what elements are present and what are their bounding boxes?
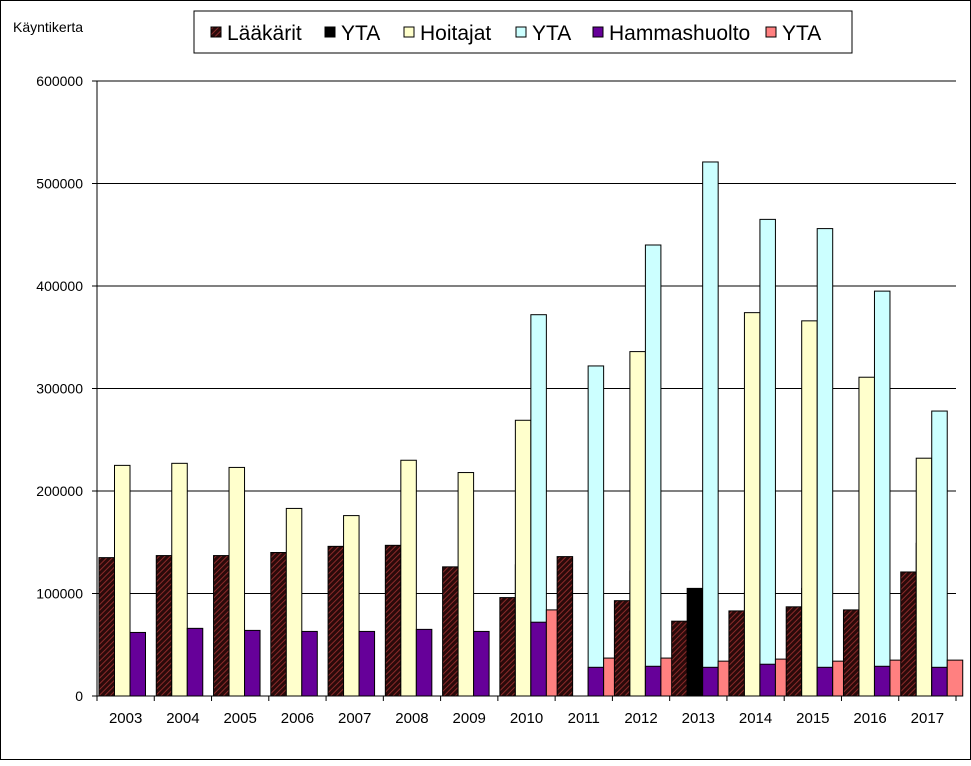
bar-yta-3	[644, 244, 662, 697]
bar-laakarit-0	[613, 600, 631, 697]
y-tick-label: 100000	[36, 586, 83, 602]
bar-hoitajat-2	[858, 376, 875, 697]
x-tick-label: 2008	[395, 710, 428, 727]
y-tick-label: 600000	[36, 73, 83, 89]
x-tick-label: 2013	[682, 710, 715, 727]
legend-label: Hammashuolto	[609, 22, 750, 45]
legend-label: YTA	[341, 22, 380, 45]
bar-hammashuolto-4	[244, 629, 261, 697]
bar-hoitajat-2	[343, 515, 360, 697]
x-tick-label: 2006	[281, 710, 314, 727]
legend-swatch	[403, 26, 415, 38]
x-tick-label: 2003	[109, 710, 142, 727]
bar-hammashuolto-4	[931, 666, 948, 697]
y-tick-label: 400000	[36, 278, 83, 294]
bar-hammashuolto-4	[415, 628, 433, 697]
bar-hoitajat-2	[228, 466, 246, 697]
x-tick-label: 2009	[453, 710, 486, 727]
legend-swatch	[324, 26, 336, 38]
bar-hammashuolto-4	[759, 663, 776, 697]
bar-hoitajat-2	[915, 457, 933, 697]
bar-hoitajat-2	[285, 507, 303, 697]
legend-swatch	[592, 26, 604, 38]
bar-hammashuolto-4	[358, 630, 376, 697]
bar-laakarit-0	[556, 556, 574, 697]
x-tick-label: 2010	[510, 710, 543, 727]
bar-laakarit-0	[842, 609, 860, 697]
x-tick-label: 2004	[166, 710, 199, 727]
bar-yta-5	[946, 659, 964, 697]
bar-hammashuolto-4	[587, 666, 605, 697]
bar-hoitajat-2	[171, 462, 188, 697]
bar-hoitajat-2	[114, 464, 131, 697]
bar-laakarit-0	[499, 597, 516, 697]
bar-laakarit-0	[442, 566, 459, 697]
bar-hoitajat-2	[801, 320, 818, 697]
x-tick-label: 2015	[796, 710, 829, 727]
bar-hoitajat-2	[400, 459, 417, 697]
bar-hammashuolto-4	[644, 665, 662, 697]
y-tick-label: 0	[75, 688, 83, 704]
legend-swatch	[765, 26, 777, 38]
legend-swatch	[210, 26, 222, 38]
x-tick-label: 2005	[223, 710, 256, 727]
bar-laakarit-0	[98, 557, 115, 697]
bar-laakarit-0	[900, 571, 917, 697]
y-tick-label: 300000	[36, 381, 83, 397]
bar-hoitajat-2	[743, 312, 761, 697]
legend-label: Lääkärit	[227, 22, 302, 45]
bar-hammashuolto-4	[301, 630, 318, 697]
legend-swatch	[515, 26, 527, 38]
bar-hammashuolto-4	[816, 666, 834, 697]
x-tick-label: 2016	[853, 710, 886, 727]
bar-laakarit-0	[155, 555, 173, 697]
bar-hammashuolto-4	[186, 627, 204, 697]
bar-hoitajat-2	[514, 419, 532, 697]
x-tick-label: 2017	[911, 710, 944, 727]
y-tick-label: 200000	[36, 483, 83, 499]
bar-yta-3	[702, 161, 719, 697]
bar-hoitajat-2	[457, 472, 475, 697]
bar-yta-3	[873, 290, 891, 697]
legend-label: YTA	[532, 22, 571, 45]
bar-yta-3	[816, 228, 834, 697]
bar-laakarit-0	[384, 544, 402, 697]
bar-laakarit-0	[270, 552, 287, 697]
bar-hammashuolto-4	[473, 630, 490, 697]
legend-label: YTA	[782, 22, 821, 45]
bar-hammashuolto-4	[129, 631, 146, 697]
y-tick-label: 500000	[36, 176, 83, 192]
bar-laakarit-0	[785, 606, 803, 697]
bar-yta-3	[759, 218, 776, 697]
x-tick-label: 2014	[739, 710, 772, 727]
bar-yta-3	[931, 410, 948, 697]
legend: Lääkärit YTA Hoitajat YTA Hammashuolto YTA	[193, 10, 853, 54]
bar-hoitajat-2	[629, 351, 646, 697]
x-tick-label: 2012	[624, 710, 657, 727]
bar-hammashuolto-4	[702, 666, 719, 697]
bar-laakarit-0	[728, 610, 745, 697]
x-tick-label: 2011	[568, 710, 600, 727]
plot-area: 0 100000 200000 300000 400000 500000 600000 200…	[36, 73, 964, 727]
bar-laakarit-0	[327, 545, 345, 697]
bar-hammashuolto-4	[873, 665, 891, 697]
bar-hammashuolto-4	[530, 621, 547, 697]
bar-yta-3	[587, 365, 605, 697]
bar-laakarit-0	[213, 555, 230, 697]
y-axis-label: Käyntikerta	[13, 19, 83, 35]
bar-yta-1	[686, 587, 704, 697]
legend-label: Hoitajat	[420, 22, 491, 45]
x-tick-label: 2007	[338, 710, 371, 727]
bar-laakarit-0	[671, 620, 688, 697]
